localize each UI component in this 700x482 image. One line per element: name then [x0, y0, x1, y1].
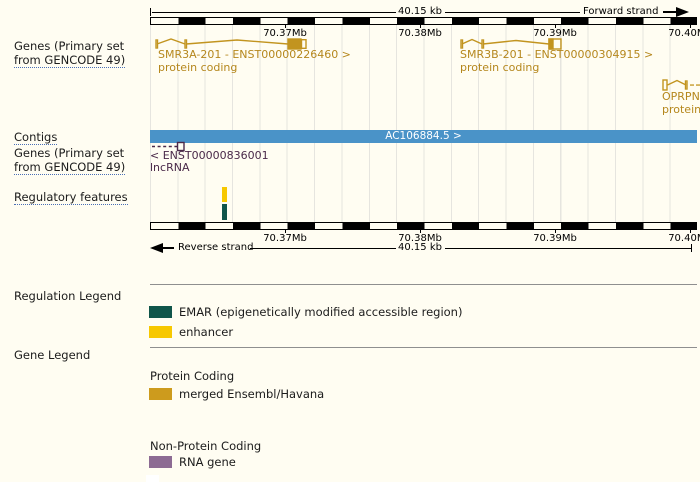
reverse-strand-arrow-icon [150, 243, 163, 253]
ruler-tick [420, 25, 421, 28]
gene-glyph-oprpn[interactable] [662, 79, 700, 91]
track-label-line: Genes (Primary set [14, 39, 125, 53]
gene-label-smr3a[interactable]: SMR3A-201 - ENST00000226460 > protein co… [158, 48, 351, 74]
track-label-regulatory[interactable]: Regulatory features [14, 190, 128, 205]
track-label-line: Genes (Primary set [14, 146, 125, 160]
regulatory-feature-enhancer[interactable] [222, 187, 227, 202]
gene-glyph-smr3b[interactable] [460, 38, 562, 50]
gene-label-smr3b[interactable]: SMR3B-201 - ENST00000304915 > protein co… [460, 48, 654, 74]
gene-legend-title: Gene Legend [14, 348, 91, 362]
track-label-genes-reverse[interactable]: Genes (Primary set from GENCODE 49) [14, 146, 126, 175]
legend-label-merged: merged Ensembl/Havana [179, 387, 325, 401]
track-label-genes-forward[interactable]: Genes (Primary set from GENCODE 49) [14, 39, 126, 68]
ruler-tick [555, 230, 556, 233]
gene-biotype: protein coding [158, 60, 238, 74]
forward-strand-arrow-icon [676, 7, 689, 17]
gridlines [150, 25, 697, 222]
top-ruler[interactable] [150, 17, 697, 25]
legend-label-emar: EMAR (epigenetically modified accessible… [179, 305, 463, 319]
ruler-tick [285, 25, 286, 28]
regulation-legend-title: Regulation Legend [14, 289, 122, 303]
scale-line-right [445, 248, 691, 249]
legend-swatch-enhancer [149, 326, 172, 338]
scale-start-tick [150, 8, 151, 16]
legend-swatch-partial [146, 475, 159, 482]
legend-section-non-protein-coding: Non-Protein Coding [150, 439, 262, 453]
track-label-line: from GENCODE 49) [14, 52, 126, 68]
ruler-tick [690, 230, 691, 233]
contig-name: AC106884.5 > [385, 130, 462, 142]
bottom-ruler[interactable] [150, 222, 697, 230]
coord-label: 70.37Mb [263, 28, 307, 39]
ruler-tick [420, 230, 421, 233]
legend-divider [150, 347, 697, 348]
contig-bar[interactable]: AC106884.5 > [150, 130, 697, 143]
scale-length-label: 40.15 kb [398, 6, 442, 17]
coord-label: 70.39Mb [533, 233, 577, 244]
track-label-contigs[interactable]: Contigs [14, 130, 58, 145]
legend-section-protein-coding: Protein Coding [150, 369, 235, 383]
coord-label: 70.40Mb [668, 28, 700, 39]
scale-line-left [152, 12, 396, 13]
ruler-tick [555, 25, 556, 28]
legend-divider [150, 284, 697, 285]
forward-arrow-tail [663, 11, 676, 13]
coord-label: 70.38Mb [398, 233, 442, 244]
scale-line-right [445, 12, 580, 13]
legend-swatch-rna-gene [149, 456, 172, 468]
track-label-line: from GENCODE 49) [14, 159, 126, 175]
coord-label: 70.40Mb [668, 233, 700, 244]
scale-length-label: 40.15 kb [398, 242, 442, 253]
gene-label-oprpn[interactable]: OPRPN- protein [662, 90, 700, 116]
scale-line-left [250, 248, 396, 249]
scale-end-tick [691, 244, 692, 252]
legend-label-enhancer: enhancer [179, 325, 234, 339]
coord-label: 70.39Mb [533, 28, 577, 39]
legend-swatch-merged [149, 388, 172, 400]
regulatory-feature-emar[interactable] [222, 204, 227, 220]
ruler-tick [285, 230, 286, 233]
reverse-arrow-tail [162, 247, 174, 249]
coord-label: 70.37Mb [263, 233, 307, 244]
gene-glyph-smr3a[interactable] [155, 38, 307, 50]
legend-swatch-emar [149, 306, 172, 318]
reverse-strand-label: Reverse strand [178, 242, 254, 253]
gene-biotype: protein [662, 102, 700, 116]
ruler-tick [690, 25, 691, 28]
forward-strand-label: Forward strand [583, 6, 659, 17]
gene-label-lncrna[interactable]: < ENST00000836001 lncRNA [150, 149, 269, 174]
legend-label-rna-gene: RNA gene [179, 455, 236, 469]
reverse-gene-structure[interactable] [150, 140, 230, 154]
coord-label: 70.38Mb [398, 28, 442, 39]
gene-biotype: protein coding [460, 60, 540, 74]
gene-biotype: lncRNA [150, 161, 190, 174]
forward-gene-structures[interactable] [150, 36, 700, 132]
